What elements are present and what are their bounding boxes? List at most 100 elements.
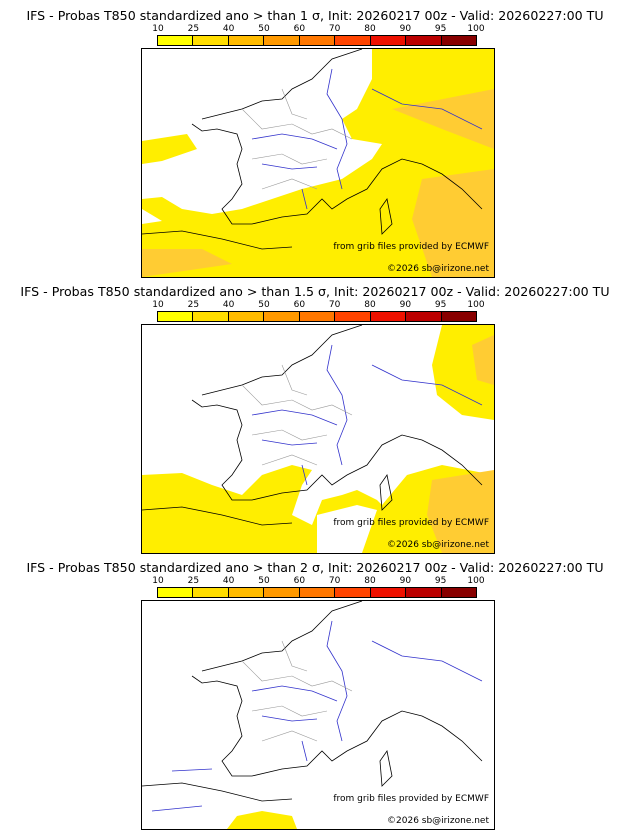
colorbar-swatch (264, 312, 300, 321)
probability-area (142, 49, 494, 277)
copyright-credit: ©2026 sb@irizone.net (387, 264, 489, 274)
colorbar-swatch (228, 36, 265, 45)
colorbar-swatch (264, 36, 300, 45)
admin-borders (241, 88, 353, 190)
colorbar-swatch (335, 588, 371, 597)
colorbar-tick: 95 (434, 300, 447, 310)
colorbar-swatch (264, 588, 300, 597)
colorbar-swatch (299, 312, 336, 321)
copyright-credit: ©2026 sb@irizone.net (387, 816, 489, 826)
colorbar-tick: 80 (364, 300, 376, 310)
colorbar-tick: 70 (328, 24, 341, 34)
colorbar-swatch (441, 36, 476, 45)
coastline (142, 325, 483, 526)
probability-area (142, 465, 494, 553)
map-panel-3: IFS - Probas T850 standardized ano > tha… (0, 552, 630, 830)
colorbar-tick: 95 (434, 576, 447, 586)
colorbar-swatches (157, 587, 477, 598)
colorbar-swatch (299, 588, 336, 597)
colorbar-tick: 10 (152, 24, 164, 34)
colorbar-legend: 10 25 40 50 60 70 80 90 95 100 (152, 300, 485, 326)
map-drawing (142, 601, 483, 829)
colorbar-tick: 90 (399, 576, 412, 586)
coastline (142, 49, 483, 250)
panel-title: IFS - Probas T850 standardized ano > tha… (26, 8, 604, 23)
map-panel-1: IFS - Probas T850 standardized ano > tha… (0, 0, 630, 278)
panel-title: IFS - Probas T850 standardized ano > tha… (26, 560, 604, 575)
colorbar-tick: 80 (364, 24, 376, 34)
colorbar-tick: 95 (434, 24, 447, 34)
colorbar-swatch (406, 36, 442, 45)
probability-map: from grib files provided by ECMWF ©2026 … (141, 48, 495, 278)
colorbar-tick: 40 (222, 576, 235, 586)
probability-area (392, 89, 494, 149)
probability-area (412, 169, 494, 277)
probability-area (227, 811, 297, 829)
map-drawing (142, 325, 494, 553)
colorbar-tick: 10 (152, 576, 164, 586)
probability-area (317, 505, 377, 553)
colorbar-swatch (158, 312, 194, 321)
panel-title: IFS - Probas T850 standardized ano > tha… (20, 284, 610, 299)
colorbar-tick: 40 (222, 24, 235, 34)
colorbar-swatch (299, 36, 336, 45)
colorbar-swatch (158, 588, 194, 597)
colorbar-tick: 70 (328, 576, 341, 586)
colorbar-swatch (228, 312, 265, 321)
colorbar-swatch (335, 36, 371, 45)
data-source-credit: from grib files provided by ECMWF (333, 242, 489, 252)
coastline (142, 601, 483, 802)
map-drawing (142, 49, 494, 277)
colorbar-swatch (406, 588, 442, 597)
colorbar-swatch (406, 312, 442, 321)
colorbar-swatches (157, 311, 477, 322)
probability-area (427, 470, 494, 553)
colorbar-tick: 50 (258, 300, 270, 310)
colorbar-swatches (157, 35, 477, 46)
probability-area (472, 335, 494, 385)
colorbar-tick: 60 (293, 576, 306, 586)
probability-map: from grib files provided by ECMWF ©2026 … (141, 600, 495, 830)
colorbar-swatch (441, 312, 476, 321)
data-source-credit: from grib files provided by ECMWF (333, 794, 489, 804)
map-panel-2: IFS - Probas T850 standardized ano > tha… (0, 276, 630, 554)
colorbar-tick: 50 (258, 24, 270, 34)
colorbar-tick: 90 (399, 300, 412, 310)
probability-area (142, 249, 232, 277)
colorbar-tick: 50 (258, 576, 270, 586)
data-source-credit: from grib files provided by ECMWF (333, 518, 489, 528)
colorbar-tick: 25 (187, 576, 200, 586)
admin-borders (241, 364, 353, 466)
colorbar-tick: 60 (293, 24, 306, 34)
colorbar-tick: 100 (467, 24, 485, 34)
colorbar-tick: 10 (152, 300, 164, 310)
colorbar-swatch (193, 588, 229, 597)
rivers (251, 68, 483, 210)
colorbar-swatch (370, 36, 407, 45)
colorbar-tick: 70 (328, 300, 341, 310)
colorbar-swatch (335, 312, 371, 321)
colorbar-swatch (158, 36, 194, 45)
rivers (151, 620, 483, 812)
colorbar-tick: 25 (187, 24, 200, 34)
copyright-credit: ©2026 sb@irizone.net (387, 540, 489, 550)
colorbar-tick: 40 (222, 300, 235, 310)
colorbar-tick: 60 (293, 300, 306, 310)
colorbar-swatch (370, 312, 407, 321)
colorbar-tick: 25 (187, 300, 200, 310)
colorbar-legend: 10 25 40 50 60 70 80 90 95 100 (152, 24, 485, 50)
colorbar-legend: 10 25 40 50 60 70 80 90 95 100 (152, 576, 485, 602)
colorbar-swatch (228, 588, 265, 597)
rivers (251, 344, 483, 486)
colorbar-swatch (441, 588, 476, 597)
probability-map: from grib files provided by ECMWF ©2026 … (141, 324, 495, 554)
colorbar-tick: 90 (399, 24, 412, 34)
colorbar-tick: 100 (467, 576, 485, 586)
colorbar-tick: 100 (467, 300, 485, 310)
probability-area (142, 134, 197, 164)
probability-area (142, 209, 162, 224)
colorbar-swatch (370, 588, 407, 597)
colorbar-tick: 80 (364, 576, 376, 586)
colorbar-swatch (193, 36, 229, 45)
admin-borders (241, 640, 353, 742)
